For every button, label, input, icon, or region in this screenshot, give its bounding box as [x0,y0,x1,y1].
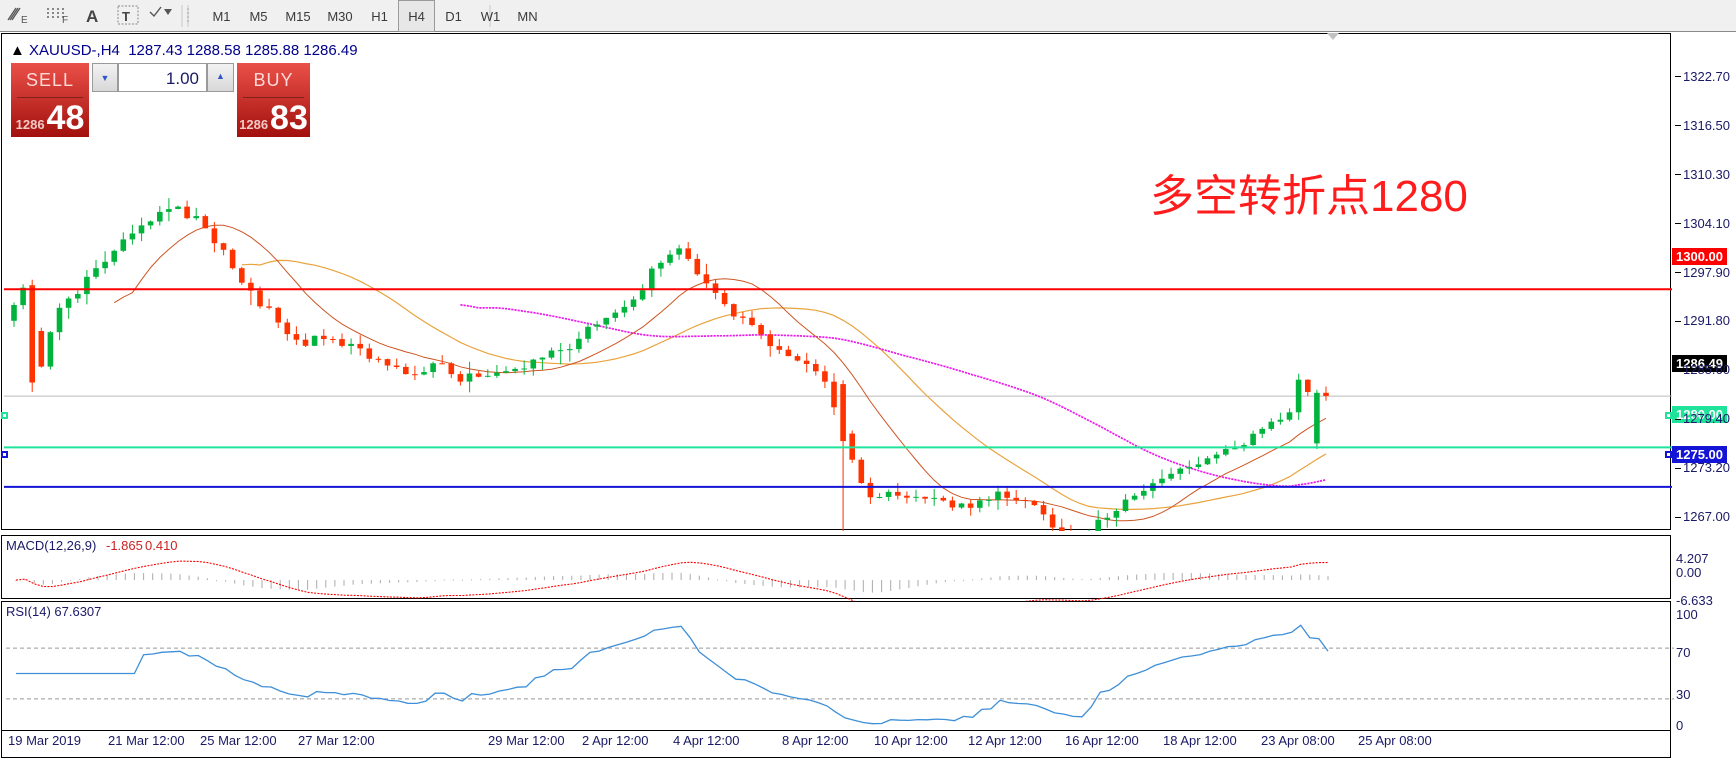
svg-text:T: T [122,9,130,24]
svg-text:E: E [21,15,28,26]
svg-text:A: A [86,7,98,26]
svg-text:F: F [62,15,68,26]
